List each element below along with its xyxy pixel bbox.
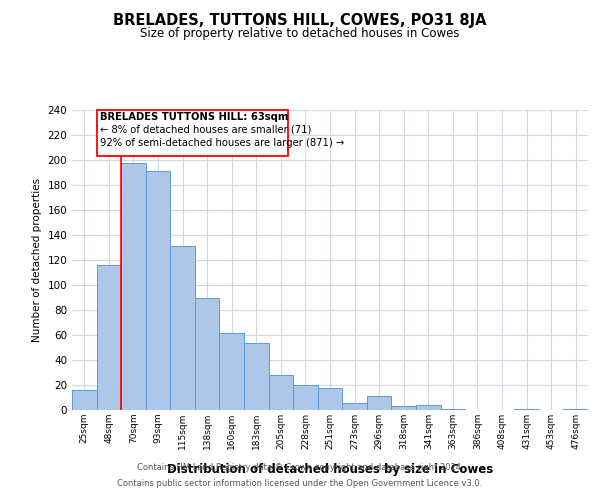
Bar <box>318 388 342 410</box>
Y-axis label: Number of detached properties: Number of detached properties <box>32 178 42 342</box>
Text: BRELADES, TUTTONS HILL, COWES, PO31 8JA: BRELADES, TUTTONS HILL, COWES, PO31 8JA <box>113 12 487 28</box>
Bar <box>440 409 465 410</box>
Bar <box>514 409 539 410</box>
Bar <box>244 342 269 410</box>
Bar <box>342 402 367 410</box>
Text: 92% of semi-detached houses are larger (871) →: 92% of semi-detached houses are larger (… <box>100 138 344 147</box>
Bar <box>146 171 170 410</box>
Bar <box>416 405 440 410</box>
Text: Contains HM Land Registry data © Crown copyright and database right 2024.: Contains HM Land Registry data © Crown c… <box>137 464 463 472</box>
Bar <box>269 375 293 410</box>
Bar <box>97 265 121 410</box>
Bar <box>195 298 220 410</box>
Text: ← 8% of detached houses are smaller (71): ← 8% of detached houses are smaller (71) <box>100 125 311 135</box>
X-axis label: Distribution of detached houses by size in Cowes: Distribution of detached houses by size … <box>167 463 493 476</box>
Bar <box>391 406 416 410</box>
Text: Contains public sector information licensed under the Open Government Licence v3: Contains public sector information licen… <box>118 478 482 488</box>
Bar <box>220 332 244 410</box>
FancyBboxPatch shape <box>97 110 288 156</box>
Text: BRELADES TUTTONS HILL: 63sqm: BRELADES TUTTONS HILL: 63sqm <box>100 112 289 122</box>
Bar <box>72 390 97 410</box>
Bar <box>121 162 146 410</box>
Bar <box>367 396 391 410</box>
Text: Size of property relative to detached houses in Cowes: Size of property relative to detached ho… <box>140 28 460 40</box>
Bar <box>170 246 195 410</box>
Bar <box>563 409 588 410</box>
Bar <box>293 385 318 410</box>
